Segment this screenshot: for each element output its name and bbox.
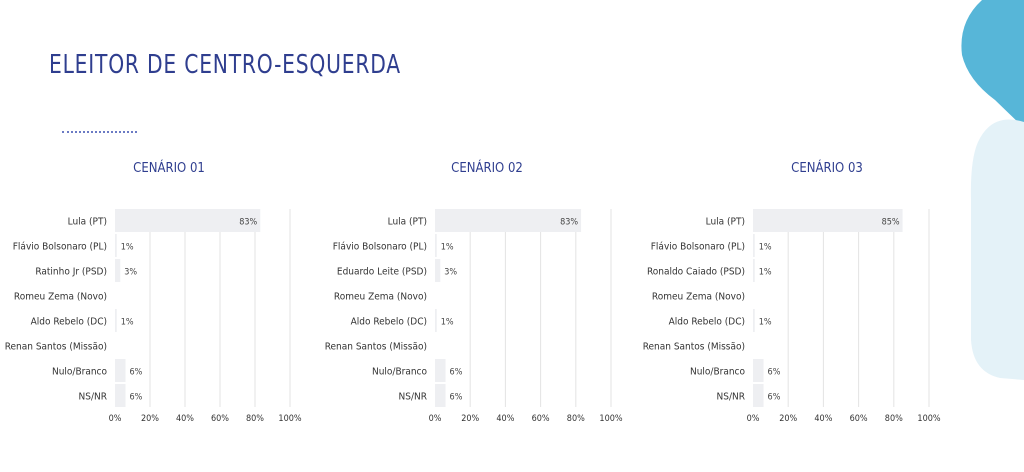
category-label: Aldo Rebelo (DC) bbox=[669, 317, 745, 328]
bar bbox=[753, 259, 755, 282]
category-label: Flávio Bolsonaro (PL) bbox=[651, 241, 745, 253]
category-label: Nulo/Branco bbox=[52, 367, 107, 378]
category-label: Renan Santos (Missão) bbox=[5, 342, 107, 353]
x-tick-label: 40% bbox=[814, 414, 832, 424]
bar bbox=[435, 259, 441, 282]
category-label: Nulo/Branco bbox=[372, 367, 427, 378]
bar bbox=[435, 309, 437, 332]
bar bbox=[115, 384, 126, 407]
category-label: Flávio Bolsonaro (PL) bbox=[13, 241, 107, 253]
data-label: 1% bbox=[121, 318, 134, 328]
data-label: 1% bbox=[441, 243, 454, 253]
bar bbox=[115, 309, 117, 332]
x-tick-label: 80% bbox=[885, 414, 903, 424]
category-label: Lula (PT) bbox=[706, 217, 745, 228]
bar bbox=[115, 234, 117, 257]
x-tick-label: 20% bbox=[141, 414, 159, 424]
bar bbox=[753, 359, 764, 382]
data-label: 6% bbox=[768, 368, 781, 378]
data-label: 6% bbox=[768, 393, 781, 403]
category-label: Nulo/Branco bbox=[690, 367, 745, 378]
category-label: NS/NR bbox=[399, 392, 427, 403]
bar bbox=[753, 384, 764, 407]
category-label: Ronaldo Caiado (PSD) bbox=[647, 267, 745, 278]
category-label: Aldo Rebelo (DC) bbox=[31, 317, 107, 328]
x-tick-label: 0% bbox=[747, 414, 760, 424]
x-tick-label: 100% bbox=[917, 414, 940, 424]
category-label: Renan Santos (Missão) bbox=[325, 342, 427, 353]
bar bbox=[753, 234, 755, 257]
category-label: Lula (PT) bbox=[68, 217, 107, 228]
data-label: 1% bbox=[121, 243, 134, 253]
x-tick-label: 20% bbox=[461, 414, 479, 424]
x-tick-label: 0% bbox=[109, 414, 122, 424]
data-label: 3% bbox=[444, 268, 457, 278]
category-label: Romeu Zema (Novo) bbox=[334, 292, 427, 303]
x-tick-label: 40% bbox=[176, 414, 194, 424]
category-label: Ratinho Jr (PSD) bbox=[35, 267, 107, 278]
data-label: 83% bbox=[560, 218, 578, 228]
data-label: 1% bbox=[759, 318, 772, 328]
x-tick-label: 80% bbox=[567, 414, 585, 424]
x-tick-label: 60% bbox=[532, 414, 550, 424]
category-label: NS/NR bbox=[717, 392, 745, 403]
category-label: Romeu Zema (Novo) bbox=[652, 292, 745, 303]
data-label: 1% bbox=[759, 268, 772, 278]
bar bbox=[753, 309, 755, 332]
x-tick-label: 60% bbox=[211, 414, 229, 424]
category-label: Aldo Rebelo (DC) bbox=[351, 317, 427, 328]
x-tick-label: 60% bbox=[850, 414, 868, 424]
chart-title: CENÁRIO 03 bbox=[791, 160, 863, 176]
data-label: 6% bbox=[450, 393, 463, 403]
x-tick-label: 100% bbox=[278, 414, 301, 424]
category-label: Romeu Zema (Novo) bbox=[14, 292, 107, 303]
data-label: 1% bbox=[441, 318, 454, 328]
x-tick-label: 80% bbox=[246, 414, 264, 424]
bar bbox=[435, 209, 582, 232]
decorative-light-shape bbox=[970, 119, 1024, 380]
data-label: 6% bbox=[130, 368, 143, 378]
category-label: Lula (PT) bbox=[388, 217, 427, 228]
chart-title: CENÁRIO 02 bbox=[451, 160, 523, 176]
bar bbox=[435, 359, 446, 382]
data-label: 83% bbox=[239, 218, 257, 228]
page-title: ELEITOR DE CENTRO-ESQUERDA bbox=[49, 50, 401, 80]
data-label: 1% bbox=[759, 243, 772, 253]
x-tick-label: 20% bbox=[779, 414, 797, 424]
x-tick-label: 40% bbox=[496, 414, 514, 424]
title-divider bbox=[62, 131, 137, 133]
data-label: 6% bbox=[130, 393, 143, 403]
x-tick-label: 100% bbox=[599, 414, 622, 424]
x-tick-label: 0% bbox=[429, 414, 442, 424]
category-label: NS/NR bbox=[79, 392, 107, 403]
bar bbox=[435, 234, 437, 257]
data-label: 3% bbox=[124, 268, 137, 278]
data-label: 85% bbox=[882, 218, 900, 228]
bar bbox=[435, 384, 446, 407]
bar bbox=[115, 259, 121, 282]
category-label: Renan Santos (Missão) bbox=[643, 342, 745, 353]
category-label: Flávio Bolsonaro (PL) bbox=[333, 241, 427, 253]
bar bbox=[115, 359, 126, 382]
chart-title: CENÁRIO 01 bbox=[133, 160, 205, 176]
bar bbox=[753, 209, 903, 232]
category-label: Eduardo Leite (PSD) bbox=[337, 267, 427, 278]
data-label: 6% bbox=[450, 368, 463, 378]
bar bbox=[115, 209, 261, 232]
decorative-blue-shape bbox=[961, 0, 1024, 128]
